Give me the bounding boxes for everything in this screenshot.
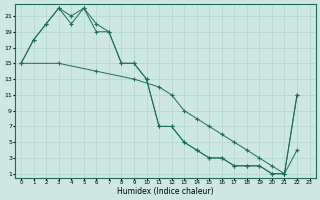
X-axis label: Humidex (Indice chaleur): Humidex (Indice chaleur) bbox=[117, 187, 214, 196]
